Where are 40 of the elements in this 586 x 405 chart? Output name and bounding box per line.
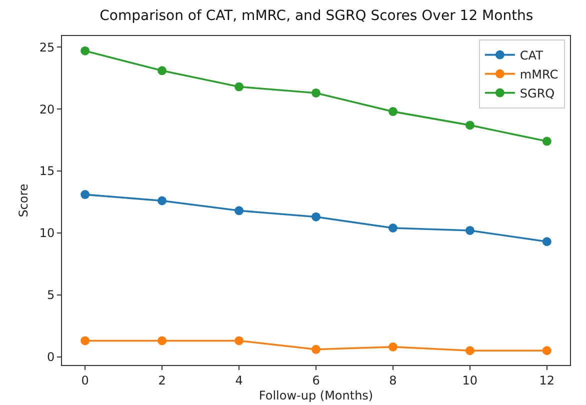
point <box>465 346 474 356</box>
x-tick-label: 4 <box>235 373 243 388</box>
x-tick-label: 8 <box>389 373 397 388</box>
point <box>312 88 320 98</box>
point <box>388 107 398 116</box>
point <box>542 136 552 146</box>
legend-label: SGRQ <box>520 86 555 100</box>
point <box>465 226 474 235</box>
y-axis-title: Score <box>16 184 31 218</box>
y-tick-label: 0 <box>46 350 55 364</box>
x-tick-label: 2 <box>158 373 166 388</box>
point <box>388 224 398 232</box>
x-tick-label: 6 <box>312 373 320 388</box>
point <box>542 346 552 356</box>
x-axis-title: Follow-up (Months) <box>258 388 374 402</box>
point <box>80 46 90 56</box>
point <box>80 190 90 200</box>
y-tick-label: 5 <box>46 288 55 302</box>
point <box>234 206 244 216</box>
point <box>542 237 552 246</box>
y-tick-label: 10 <box>39 226 55 240</box>
point <box>158 66 167 76</box>
point <box>388 342 398 352</box>
chart-title: Comparison of CAT, mMRC, and SGRQ Scores Over 12 Months <box>100 8 534 24</box>
point <box>312 212 320 222</box>
legend-label: mMRC <box>520 67 558 82</box>
point <box>312 344 320 354</box>
point <box>465 120 474 130</box>
point <box>234 336 244 346</box>
y-tick-label: 20 <box>39 102 55 116</box>
point <box>80 336 90 346</box>
x-tick-label: 10 <box>462 373 478 388</box>
point <box>158 336 167 346</box>
legend-label: CAT <box>520 48 544 62</box>
x-tick-label: 0 <box>81 373 89 388</box>
y-tick-label: 15 <box>39 164 55 178</box>
point <box>234 82 244 92</box>
point <box>158 196 167 206</box>
x-tick-label: 12 <box>539 373 555 388</box>
y-tick-label: 25 <box>39 40 55 54</box>
